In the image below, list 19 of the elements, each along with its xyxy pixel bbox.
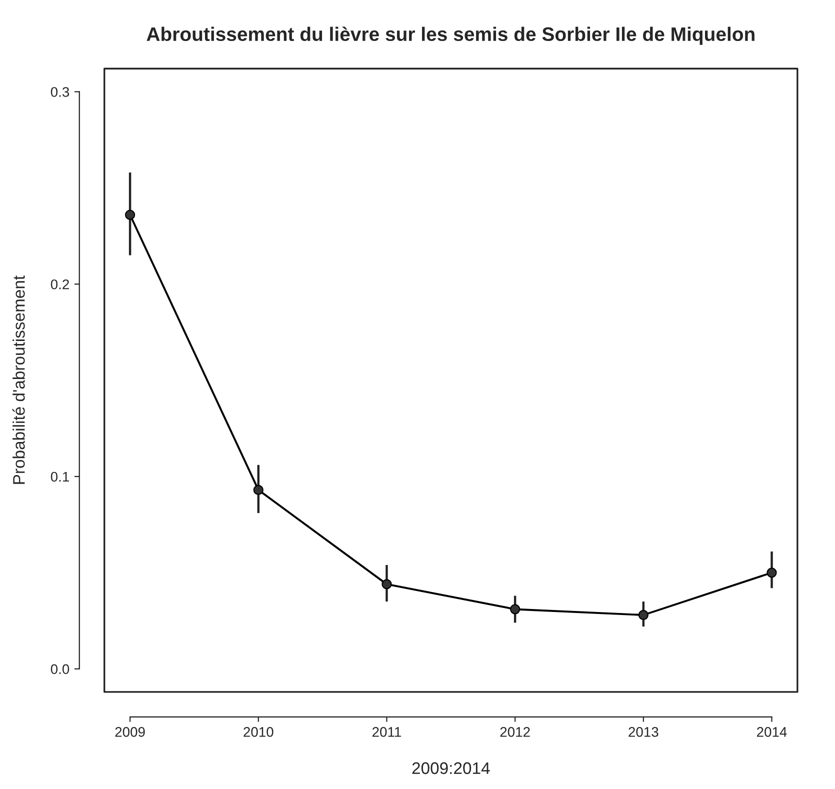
point [510, 604, 520, 614]
point [382, 579, 392, 590]
x-tick-label: 2010 [244, 727, 274, 737]
y-axis-title: Probabilité d'abroutissement [12, 276, 25, 484]
chart-title: Abroutissement du lièvre sur les semis de Sorbier Ile de Miquelon [146, 26, 754, 45]
x-tick-label: 2012 [500, 727, 530, 737]
point [766, 568, 777, 578]
y-tick-label: 0.0 [50, 664, 70, 674]
point [253, 484, 264, 496]
x-axis-title: 2009:2014 [412, 762, 490, 774]
x-tick-label: 2013 [628, 727, 658, 737]
x-tick-label: 2011 [372, 727, 401, 737]
x-tick-label: 2009 [115, 727, 145, 737]
y-tick-label: 0.1 [50, 472, 69, 482]
point [638, 610, 648, 620]
y-tick-label: 0.2 [50, 279, 69, 290]
point [124, 210, 136, 220]
y-tick-label: 0.3 [50, 87, 70, 97]
x-tick-label: 2014 [757, 727, 787, 737]
